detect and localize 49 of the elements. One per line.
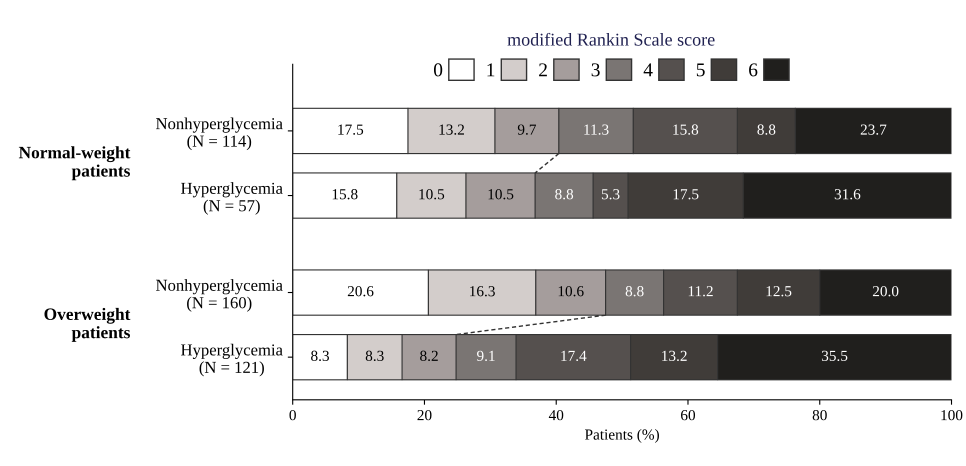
data-label: 10.5 — [488, 189, 514, 200]
data-label: 13.2 — [439, 124, 464, 135]
text: Overweight patients — [44, 308, 130, 342]
legend-label: 4 — [644, 63, 653, 76]
data-label: 9.1 — [477, 350, 495, 362]
y-tick-label: Hyperglycemia (N = 121) — [181, 344, 283, 376]
x-tick-label: 20 — [417, 410, 432, 420]
data-label: 11.3 — [584, 124, 609, 135]
x-tick-label: 80 — [812, 410, 827, 420]
data-label: 8.3 — [311, 350, 329, 362]
y-tick-label: Hyperglycemia (N = 57) — [181, 182, 283, 215]
data-label: 20.6 — [348, 286, 374, 296]
data-label: 8.8 — [757, 124, 776, 135]
data-label: 5.3 — [602, 189, 620, 200]
x-tick-label: 60 — [681, 410, 696, 420]
data-label: 15.8 — [673, 124, 698, 135]
data-label: 8.3 — [366, 350, 384, 362]
x-tick-label: 0 — [289, 410, 296, 420]
y-tick-label: Nonhyperglycemia (N = 160) — [156, 279, 283, 312]
legend-label: 5 — [696, 63, 705, 76]
data-label: 8.8 — [626, 286, 644, 296]
data-label: 8.2 — [420, 350, 438, 362]
text: Normal-weight patients — [18, 146, 130, 180]
data-label: 8.8 — [555, 189, 574, 200]
x-axis-title: Patients (%) — [584, 428, 659, 443]
data-label: 13.2 — [662, 350, 687, 362]
data-label: 17.4 — [561, 350, 586, 362]
data-label: 10.6 — [558, 286, 584, 296]
legend-label: 1 — [487, 63, 494, 76]
legend-title: modified Rankin Scale score — [507, 32, 715, 46]
data-label: 15.8 — [332, 189, 358, 200]
legend-label: 2 — [539, 63, 547, 76]
data-label: 17.5 — [338, 124, 364, 135]
data-label: 35.5 — [822, 350, 848, 362]
data-label: 23.7 — [860, 124, 886, 135]
x-tick-label: 100 — [941, 410, 962, 420]
legend-label: 3 — [592, 63, 600, 76]
data-label: 10.5 — [419, 189, 444, 200]
data-label: 12.5 — [766, 286, 792, 296]
data-label: 20.0 — [872, 286, 898, 296]
data-label: 17.5 — [674, 189, 698, 200]
data-label: 11.2 — [688, 286, 713, 296]
data-label: 9.7 — [518, 124, 536, 135]
data-label: 16.3 — [470, 286, 495, 296]
data-label: 31.6 — [834, 189, 860, 200]
x-tick-label: 40 — [548, 410, 564, 420]
legend-label: 0 — [434, 63, 442, 76]
legend-label: 6 — [749, 63, 758, 76]
y-tick-label: Nonhyperglycemia (N = 114) — [156, 118, 283, 150]
